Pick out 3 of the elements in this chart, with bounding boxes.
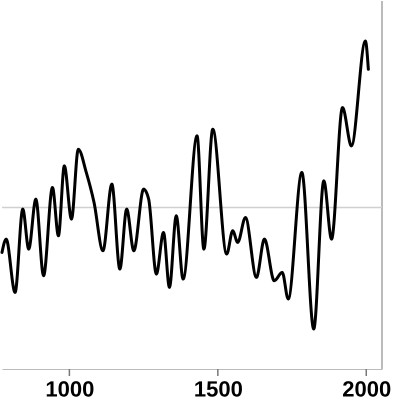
x-tick-label: 2000 [342,376,392,402]
x-tick-label: 1500 [194,376,243,402]
x-tick-label: 1000 [45,376,94,402]
